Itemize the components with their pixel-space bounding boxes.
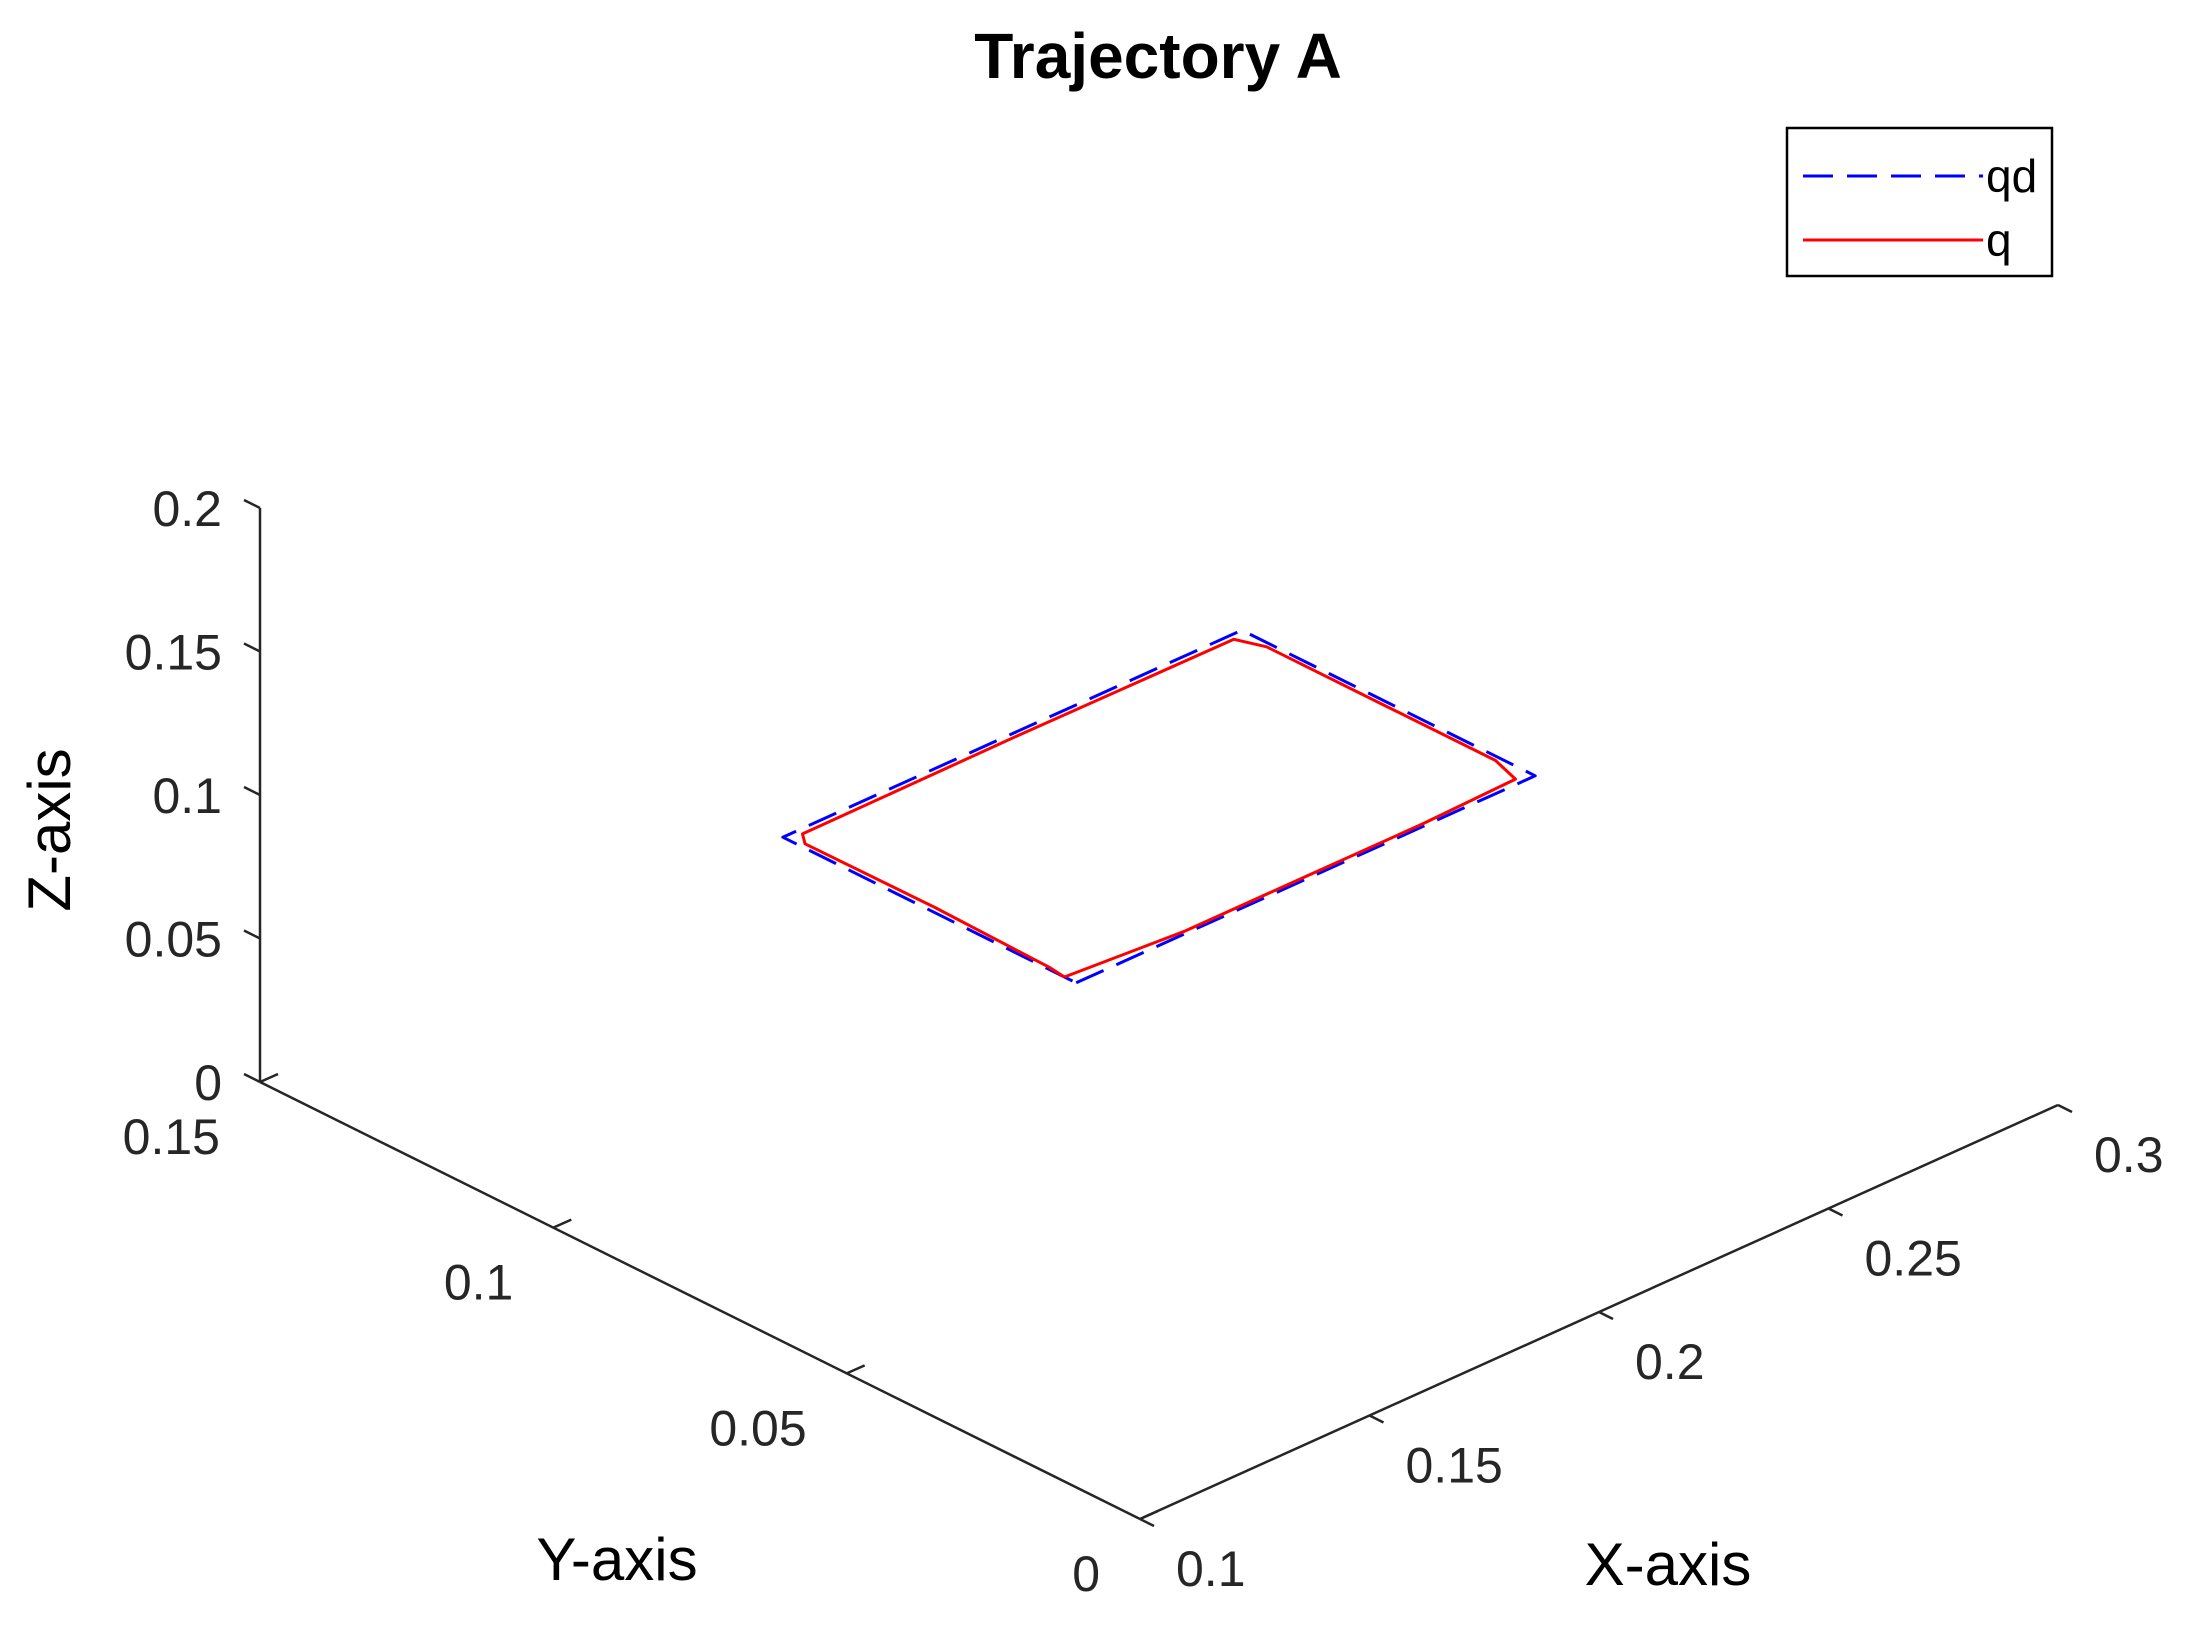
z-tick-label: 0.05	[125, 912, 222, 968]
x-tick-label: 0.25	[1865, 1231, 1962, 1287]
series-layer	[781, 628, 1537, 985]
z-tick-label: 0.2	[152, 481, 222, 537]
z-tick-mark	[243, 642, 261, 653]
x-axis-label: X-axis	[1585, 1531, 1752, 1598]
y-tick-label: 0	[1072, 1546, 1100, 1602]
z-tick-mark	[243, 785, 261, 797]
z-tick-label: 0.1	[152, 768, 222, 824]
y-tick-label: 0.05	[709, 1400, 806, 1456]
y-tick-mark	[1139, 1509, 1159, 1521]
y-tick-mark	[846, 1364, 866, 1375]
x-tick-mark	[1598, 1310, 1614, 1321]
y-axis-label: Y-axis	[536, 1526, 697, 1593]
x-tick-label: 0.3	[2094, 1127, 2164, 1183]
y-axis-line	[259, 1080, 1141, 1521]
chart-title: Trajectory A	[974, 20, 1342, 92]
y-tick-label: 0.15	[123, 1109, 220, 1165]
tick-labels: 0.10.150.20.250.300.050.10.1500.050.10.1…	[123, 481, 2164, 1602]
z-tick-label: 0.15	[125, 625, 222, 681]
x-tick-label: 0.1	[1176, 1541, 1246, 1597]
z-tick-mark	[243, 1072, 261, 1084]
series-line-qd	[781, 628, 1537, 985]
y-tick-label: 0.1	[444, 1255, 514, 1311]
x-tick-mark	[1139, 1517, 1155, 1528]
x-tick-mark	[2057, 1103, 2073, 1114]
x-tick-mark	[1827, 1207, 1844, 1217]
legend-label-q: q	[1986, 214, 2012, 266]
x-tick-mark	[1368, 1414, 1385, 1424]
z-axis-label: Z-axis	[16, 748, 83, 911]
legend: qd q	[1785, 126, 2054, 278]
z-tick-mark	[243, 498, 261, 510]
y-tick-mark	[259, 1072, 279, 1084]
series-line-q	[801, 637, 1517, 979]
legend-label-qd: qd	[1986, 150, 2037, 202]
x-tick-label: 0.15	[1406, 1438, 1503, 1494]
z-tick-mark	[243, 929, 261, 940]
z-tick-label: 0	[194, 1055, 222, 1111]
tick-marks	[243, 498, 2073, 1528]
y-tick-mark	[552, 1218, 572, 1229]
x-tick-label: 0.2	[1635, 1334, 1705, 1390]
legend-box	[1785, 126, 2054, 278]
